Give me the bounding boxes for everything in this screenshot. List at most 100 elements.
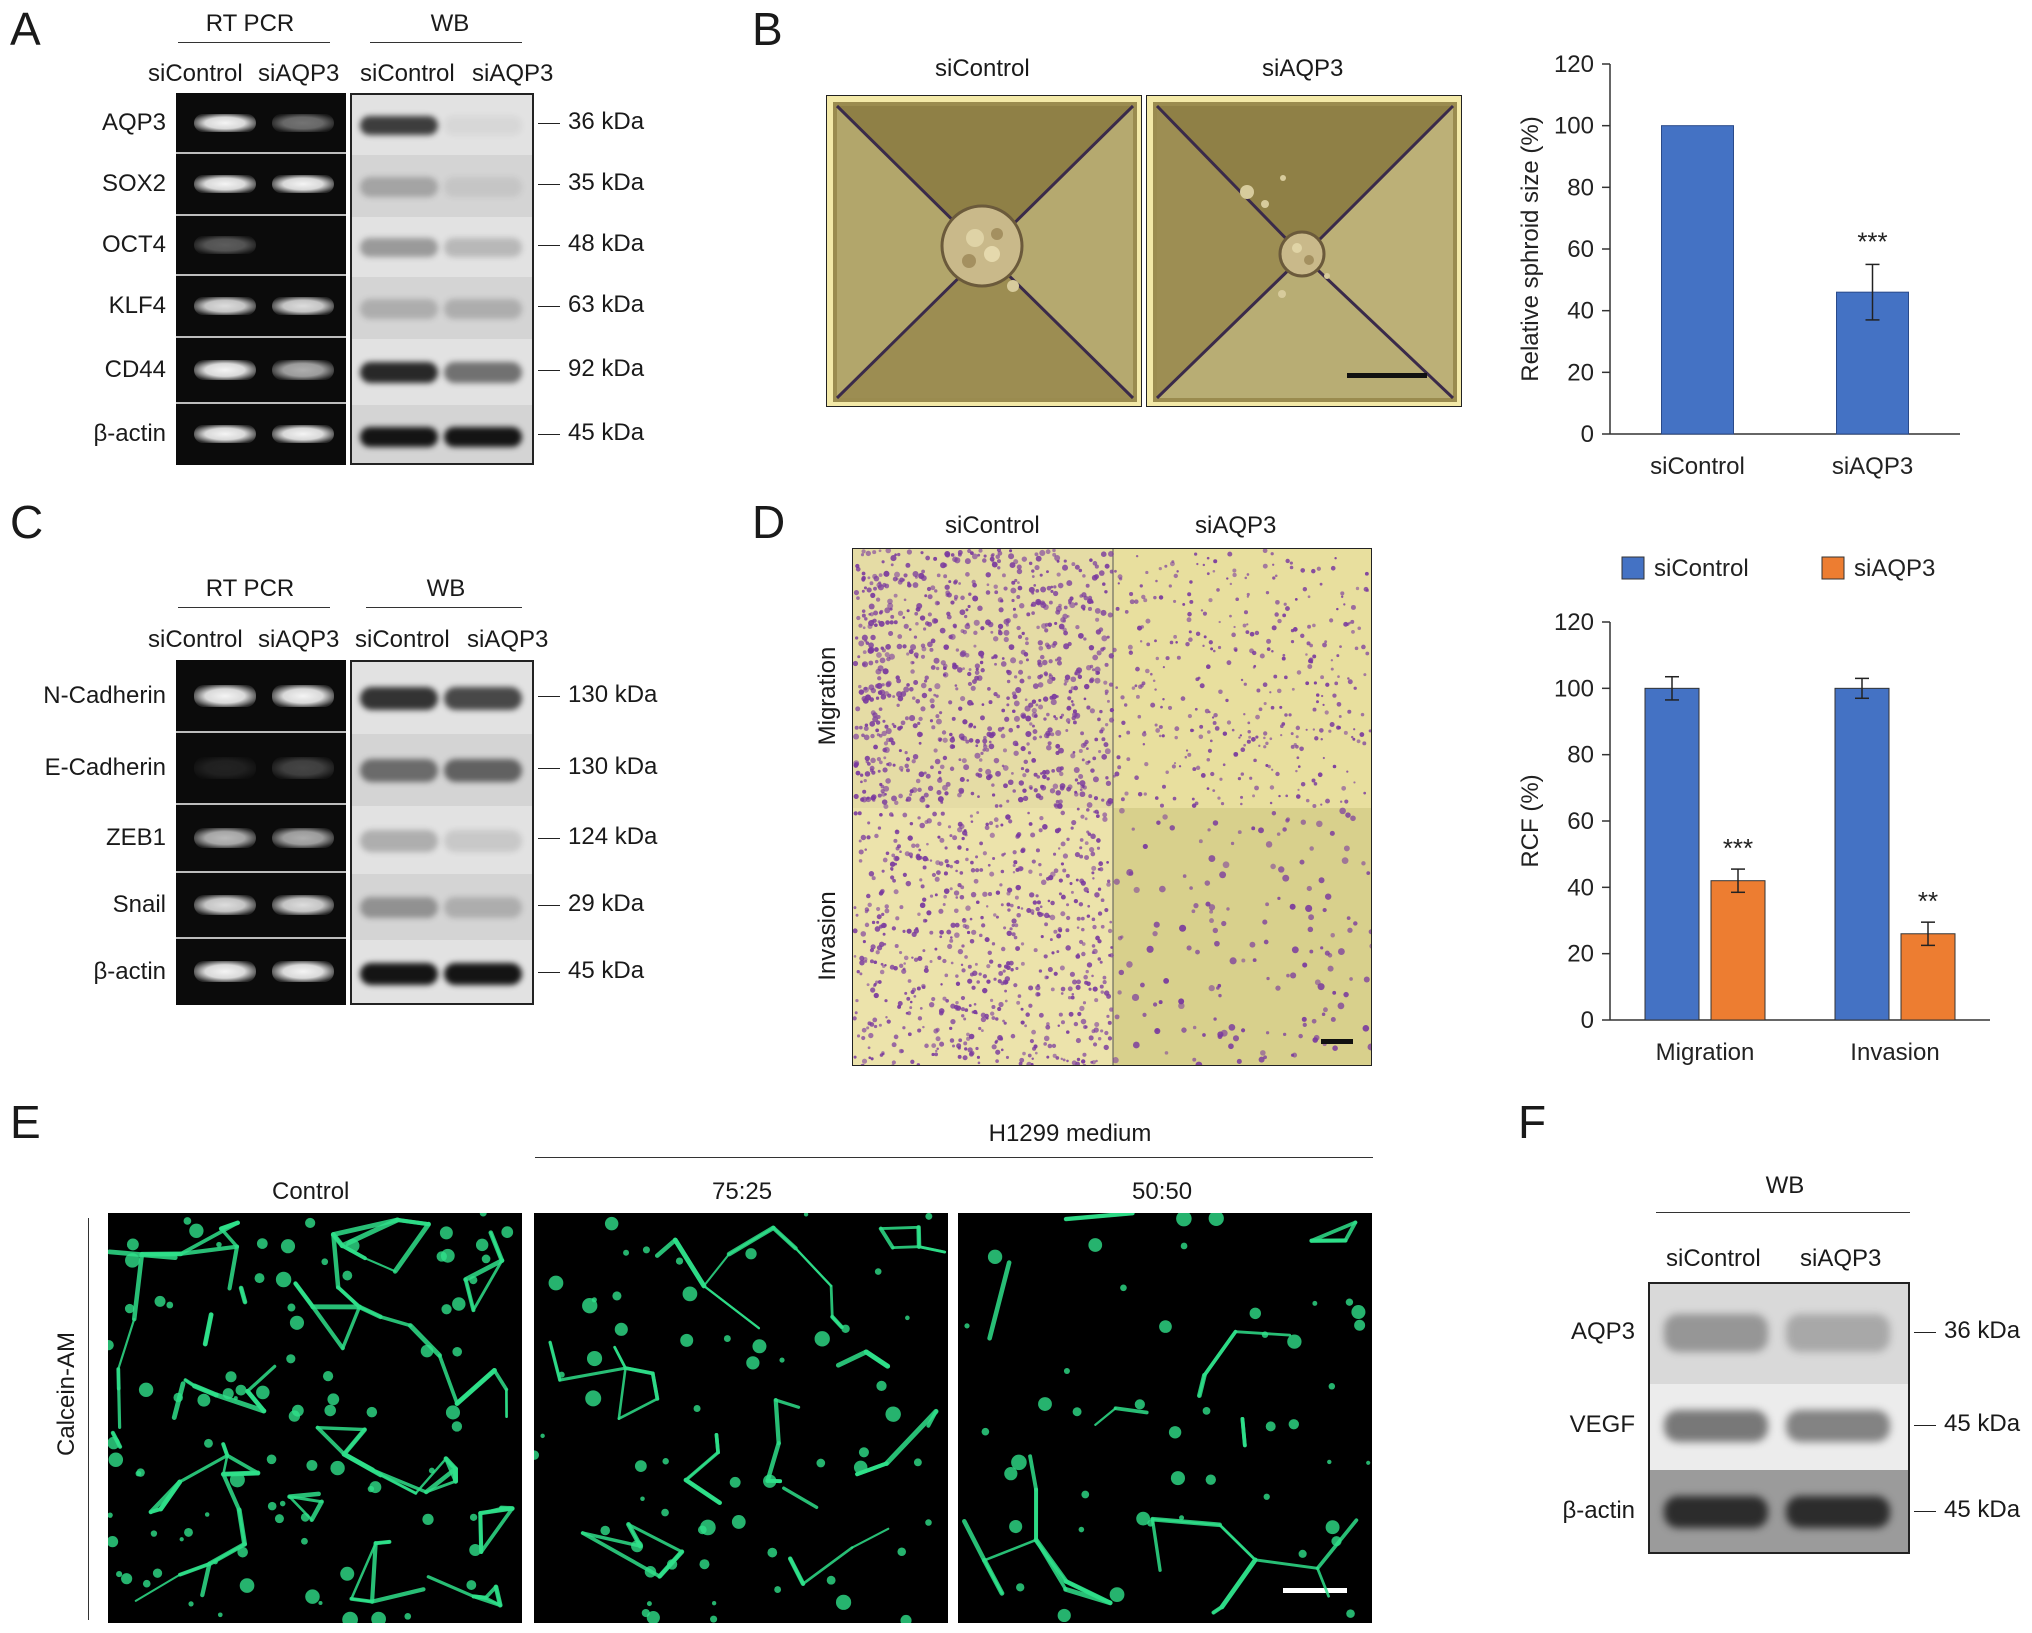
stained-cell <box>955 974 959 978</box>
stained-cell <box>1050 589 1054 593</box>
stained-cell <box>1195 1061 1203 1065</box>
stained-cell <box>1009 549 1013 553</box>
stained-cell <box>1316 820 1323 828</box>
cell-cluster <box>964 1323 970 1329</box>
stained-cell <box>869 948 875 953</box>
tube-segment <box>158 1479 183 1512</box>
stained-cell <box>1274 574 1278 578</box>
stained-cell <box>1018 660 1024 665</box>
stained-cell <box>1010 968 1014 972</box>
stained-cell <box>1185 641 1190 647</box>
stained-cell <box>1222 763 1226 767</box>
stained-cell <box>1337 725 1341 730</box>
stained-cell <box>895 916 900 921</box>
stained-cell <box>1308 914 1315 921</box>
stained-cell <box>875 720 881 725</box>
tube-segment <box>191 1383 219 1398</box>
stained-cell <box>1080 604 1086 610</box>
stained-cell <box>853 660 859 667</box>
cell-cluster <box>188 1601 194 1607</box>
stained-cell <box>912 723 918 729</box>
stained-cell <box>1364 571 1369 576</box>
stained-cell <box>1020 847 1026 853</box>
stained-cell <box>861 578 865 582</box>
tube-segment <box>238 1285 248 1305</box>
stained-cell <box>974 752 981 759</box>
stained-cell <box>861 796 868 803</box>
stained-cell <box>1314 736 1319 741</box>
stained-cell <box>1043 1042 1047 1046</box>
image-label-b-2: siAQP3 <box>1262 55 1344 82</box>
stained-cell <box>949 938 954 943</box>
stained-cell <box>1240 802 1243 806</box>
stained-cell <box>864 771 871 777</box>
stained-cell <box>857 655 861 659</box>
stained-cell <box>1213 559 1218 564</box>
stained-cell <box>929 647 934 652</box>
stained-cell <box>1133 886 1140 894</box>
stained-cell <box>971 553 978 560</box>
stained-cell <box>1004 989 1008 993</box>
stained-cell <box>1192 1025 1197 1030</box>
cell-cluster <box>710 1615 718 1623</box>
stained-cell <box>872 1017 878 1023</box>
stained-cell <box>1012 613 1018 619</box>
f-wb-band <box>1664 1495 1768 1529</box>
stained-cell <box>1053 929 1058 934</box>
cell-cluster <box>1202 1406 1211 1415</box>
tube-image-50-50 <box>958 1213 1372 1623</box>
stained-cell <box>871 920 876 925</box>
stained-cell <box>1062 1058 1066 1062</box>
stained-cell <box>1107 797 1114 805</box>
stained-cell <box>894 553 897 557</box>
stained-cell <box>862 626 866 630</box>
stained-cell <box>1279 705 1283 709</box>
stained-cell <box>1336 607 1339 611</box>
a-kda-label: 36 kDa <box>568 108 645 135</box>
stained-cell <box>1100 609 1107 616</box>
stained-cell <box>960 696 966 702</box>
stained-cell <box>994 662 997 666</box>
stained-cell <box>1035 848 1040 853</box>
stained-cell <box>1263 701 1267 706</box>
stained-cell <box>1068 1011 1074 1017</box>
stained-cell <box>1159 803 1164 808</box>
stained-cell <box>1095 814 1100 819</box>
cell-cluster <box>305 1589 320 1604</box>
stained-cell <box>926 842 929 846</box>
stained-cell <box>881 792 886 797</box>
stained-cell <box>1034 1051 1038 1055</box>
stained-cell <box>1187 592 1192 597</box>
stained-cell <box>1055 799 1060 804</box>
stained-cell <box>1076 807 1080 811</box>
stained-cell <box>1195 949 1200 955</box>
stained-cell <box>986 979 991 984</box>
cell-cluster <box>1088 1238 1103 1252</box>
stained-cell <box>856 1034 861 1038</box>
y-tick-label: 80 <box>1567 742 1594 769</box>
stained-cell <box>892 695 896 698</box>
stained-cell <box>936 870 941 875</box>
tube-segment <box>134 1573 181 1602</box>
cell-cluster <box>905 1315 910 1321</box>
stained-cell <box>864 907 869 912</box>
stained-cell <box>1039 549 1046 557</box>
stained-cell <box>1049 938 1053 942</box>
stained-cell <box>1060 992 1064 995</box>
stained-cell <box>1142 1012 1147 1017</box>
stained-cell <box>1091 917 1096 922</box>
f-kda-label: 36 kDa <box>1944 1317 2021 1344</box>
tube-segment <box>374 1540 391 1545</box>
stained-cell <box>1167 705 1173 710</box>
stained-cell <box>997 727 1003 732</box>
stained-cell <box>1008 960 1014 966</box>
tube-segment <box>850 1527 890 1549</box>
stained-cell <box>861 613 866 618</box>
x-tick-label: siControl <box>1650 453 1745 480</box>
stained-cell <box>1191 909 1196 914</box>
stained-cell <box>1080 916 1085 921</box>
wb-header-line-f <box>1656 1212 1910 1213</box>
stained-cell <box>1028 822 1033 826</box>
stained-cell <box>1088 678 1094 684</box>
stained-cell <box>997 550 1003 556</box>
